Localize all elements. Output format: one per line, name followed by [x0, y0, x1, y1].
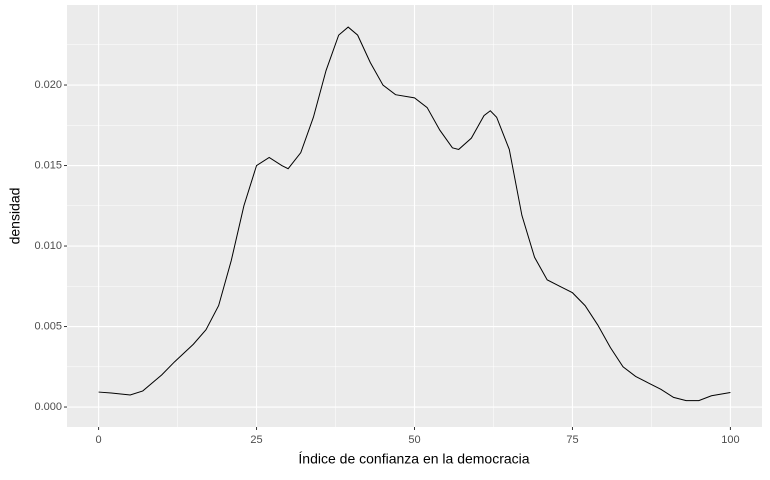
- x-tick-label: 0: [96, 434, 102, 446]
- x-tick-label: 25: [250, 434, 262, 446]
- y-tick-label: 0.000: [34, 401, 62, 413]
- y-tick-label: 0.010: [34, 240, 62, 252]
- y-tick-label: 0.020: [34, 79, 62, 91]
- y-tick-label: 0.005: [34, 320, 62, 332]
- x-tick-label: 100: [721, 434, 739, 446]
- x-axis-title: Índice de confianza en la democracia: [298, 451, 529, 467]
- y-axis-title: densidad: [7, 188, 23, 245]
- y-tick-label: 0.015: [34, 159, 62, 171]
- density-line: [98, 26, 731, 402]
- x-tick-label: 75: [566, 434, 578, 446]
- x-tick-label: 50: [408, 434, 420, 446]
